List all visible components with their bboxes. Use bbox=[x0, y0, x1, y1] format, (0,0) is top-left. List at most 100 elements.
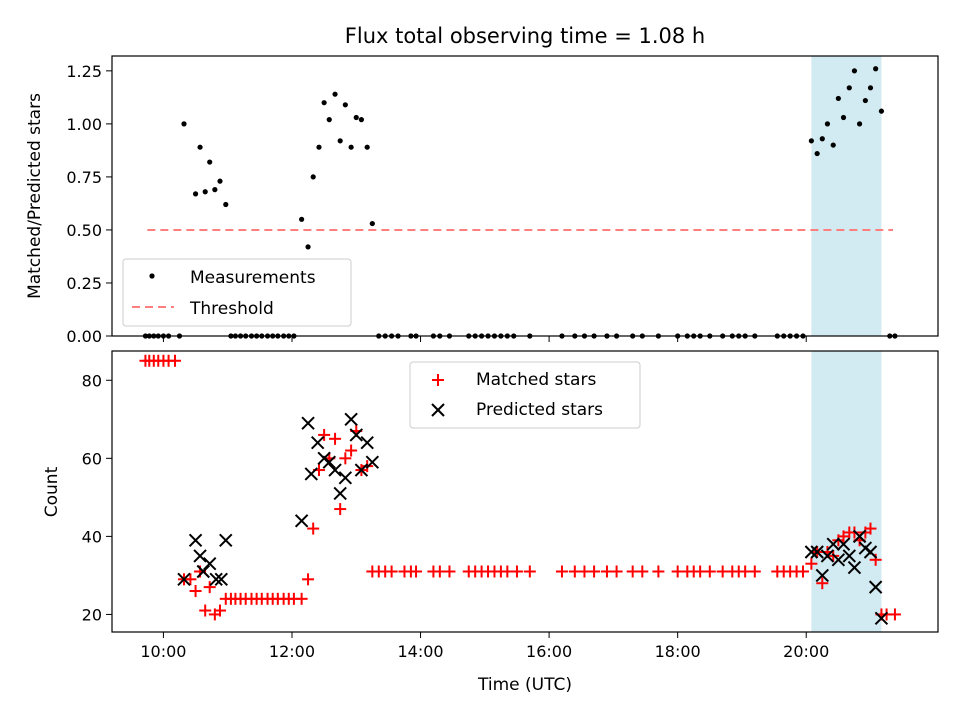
measurement-point bbox=[342, 102, 348, 108]
measurement-point bbox=[873, 66, 879, 72]
bottom-y-axis: 20 40 60 80 bbox=[82, 371, 112, 624]
bottom-legend-frame bbox=[409, 361, 641, 429]
matched-star-point bbox=[385, 565, 398, 578]
predicted-star-point bbox=[188, 533, 203, 547]
matched-star-point bbox=[816, 577, 829, 590]
count-points bbox=[139, 354, 901, 626]
predicted-star-point bbox=[365, 455, 380, 469]
legend-matched-label: Matched stars bbox=[476, 370, 596, 390]
top-legend: Measurements Threshold bbox=[122, 258, 352, 327]
legend-predicted-marker bbox=[431, 403, 445, 417]
matched-star-point bbox=[334, 503, 347, 516]
bottom-legend: Matched stars Predicted stars bbox=[409, 361, 641, 429]
measurement-point bbox=[840, 114, 847, 121]
matched-star-point bbox=[588, 565, 601, 578]
measurement-point bbox=[332, 91, 338, 97]
matched-star-point bbox=[703, 565, 716, 578]
top-y-tick-label: 0.50 bbox=[66, 221, 102, 240]
bottom-x-axis: 10:00 12:00 14:00 16:00 18:00 20:00 bbox=[140, 632, 829, 661]
predicted-star-point bbox=[354, 463, 369, 477]
top-y-tick-label: 0.25 bbox=[66, 274, 102, 293]
x-tick-label: 14:00 bbox=[397, 642, 443, 661]
measurement-point bbox=[316, 144, 322, 150]
matched-star-point bbox=[339, 452, 352, 465]
matched-star-point bbox=[610, 565, 623, 578]
chart-title: Flux total observing time = 1.08 h bbox=[345, 24, 705, 48]
top-y-tick-label: 1.00 bbox=[66, 115, 102, 134]
predicted-star-point bbox=[219, 533, 233, 547]
top-y-axis: 0.00 0.25 0.50 0.75 1.00 1.25 bbox=[66, 62, 112, 346]
measurement-point bbox=[830, 142, 836, 148]
matched-star-point bbox=[443, 565, 456, 578]
matched-star-point bbox=[523, 565, 536, 578]
measurement-point bbox=[856, 121, 863, 127]
top-y-tick-label: 0.00 bbox=[66, 327, 102, 346]
bottom-y-axis-label: Count bbox=[42, 466, 62, 517]
predicted-star-point bbox=[360, 436, 374, 450]
matched-star-point bbox=[888, 608, 901, 621]
measurement-point bbox=[808, 138, 814, 144]
predicted-star-point bbox=[214, 572, 228, 587]
predicted-star-point bbox=[294, 514, 309, 528]
top-shaded-span bbox=[811, 56, 882, 336]
x-tick-label: 10:00 bbox=[140, 642, 186, 661]
predicted-star-point bbox=[836, 537, 851, 551]
measurement-point bbox=[310, 174, 316, 180]
matched-star-point bbox=[184, 573, 197, 586]
measurement-point bbox=[217, 178, 223, 184]
matched-star-point bbox=[203, 581, 216, 594]
predicted-star-point bbox=[810, 545, 824, 559]
legend-predicted-label: Predicted stars bbox=[476, 400, 603, 420]
measurement-point bbox=[202, 189, 208, 195]
matched-star-point bbox=[510, 565, 523, 578]
measurement-point bbox=[192, 191, 199, 197]
measurement-point bbox=[862, 97, 868, 104]
matched-star-point bbox=[555, 565, 568, 578]
matched-star-point bbox=[652, 565, 665, 578]
measurement-point bbox=[846, 85, 852, 91]
predicted-star-point bbox=[826, 537, 840, 551]
x-tick-label: 16:00 bbox=[526, 642, 572, 661]
bottom-y-tick-label: 20 bbox=[82, 605, 102, 624]
matched-star-point bbox=[636, 565, 649, 578]
legend-matched-marker bbox=[432, 374, 444, 386]
measurement-point bbox=[305, 244, 311, 250]
measurement-point bbox=[337, 138, 343, 144]
matched-star-point bbox=[318, 428, 331, 441]
top-legend-frame bbox=[122, 258, 352, 327]
predicted-star-point bbox=[820, 549, 835, 563]
matched-star-point bbox=[410, 565, 423, 578]
predicted-star-point bbox=[842, 549, 857, 563]
legend-measurements-label: Measurements bbox=[190, 268, 316, 288]
bottom-shaded-span bbox=[811, 351, 882, 632]
matched-star-point bbox=[329, 432, 342, 445]
x-axis-label: Time (UTC) bbox=[477, 675, 572, 695]
predicted-star-point bbox=[868, 580, 883, 594]
predicted-star-point bbox=[322, 455, 336, 469]
bottom-y-tick-label: 60 bbox=[82, 449, 102, 468]
measurement-point bbox=[321, 100, 327, 106]
predicted-star-point bbox=[852, 529, 867, 544]
legend-measurements-marker bbox=[149, 273, 155, 279]
measurement-point bbox=[223, 201, 229, 208]
bottom-plot-frame bbox=[111, 350, 939, 633]
predicted-star-point bbox=[847, 560, 862, 575]
measurement-point bbox=[878, 108, 885, 114]
matched-star-point bbox=[864, 522, 877, 535]
legend-threshold-label: Threshold bbox=[189, 299, 274, 319]
predicted-star-point bbox=[310, 436, 325, 450]
measurement-point bbox=[207, 159, 213, 165]
predicted-star-point bbox=[804, 545, 819, 559]
x-tick-label: 18:00 bbox=[655, 642, 701, 661]
measurement-point bbox=[814, 150, 820, 157]
predicted-star-point bbox=[338, 471, 353, 485]
matched-star-point bbox=[199, 604, 212, 617]
top-y-axis-label: Matched/Predicted stars bbox=[25, 93, 45, 299]
measurement-point bbox=[299, 216, 305, 222]
measurement-point bbox=[348, 144, 354, 150]
matched-star-point bbox=[213, 604, 226, 617]
measurement-point bbox=[197, 144, 203, 150]
top-y-tick-label: 0.75 bbox=[66, 168, 102, 187]
